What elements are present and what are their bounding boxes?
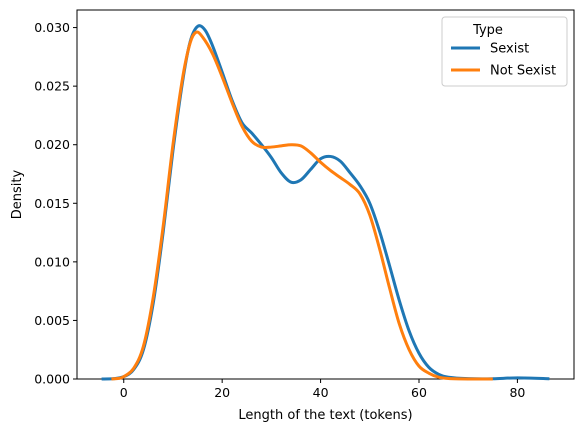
legend: Type Sexist Not Sexist [441, 16, 568, 87]
legend-title: Type [472, 23, 503, 38]
legend-label-not-sexist: Not Sexist [490, 64, 556, 79]
y-tick-label: 0.005 [34, 313, 70, 328]
x-axis-label: Length of the text (tokens) [238, 408, 412, 423]
x-tick-label: 20 [214, 385, 230, 400]
y-tick-label: 0.010 [34, 254, 70, 269]
x-tick-label: 80 [509, 385, 525, 400]
y-tick-label: 0.030 [34, 20, 70, 35]
y-axis-label: Density [10, 169, 25, 219]
y-tick-label: 0.025 [34, 79, 70, 94]
x-tick-label: 40 [313, 385, 329, 400]
y-tick-label: 0.015 [34, 196, 70, 211]
ticks-layer: 0 20 40 60 80 0.000 0.005 0.010 0.015 0.020 0.025 0… [34, 20, 525, 400]
series-line-not-sexist [111, 30, 493, 381]
y-tick-label: 0.020 [34, 137, 70, 152]
x-tick-label: 0 [120, 385, 128, 400]
series-layer [101, 24, 550, 381]
y-tick-label: 0.000 [34, 372, 70, 387]
x-tick-label: 60 [411, 385, 427, 400]
legend-label-sexist: Sexist [490, 42, 529, 57]
